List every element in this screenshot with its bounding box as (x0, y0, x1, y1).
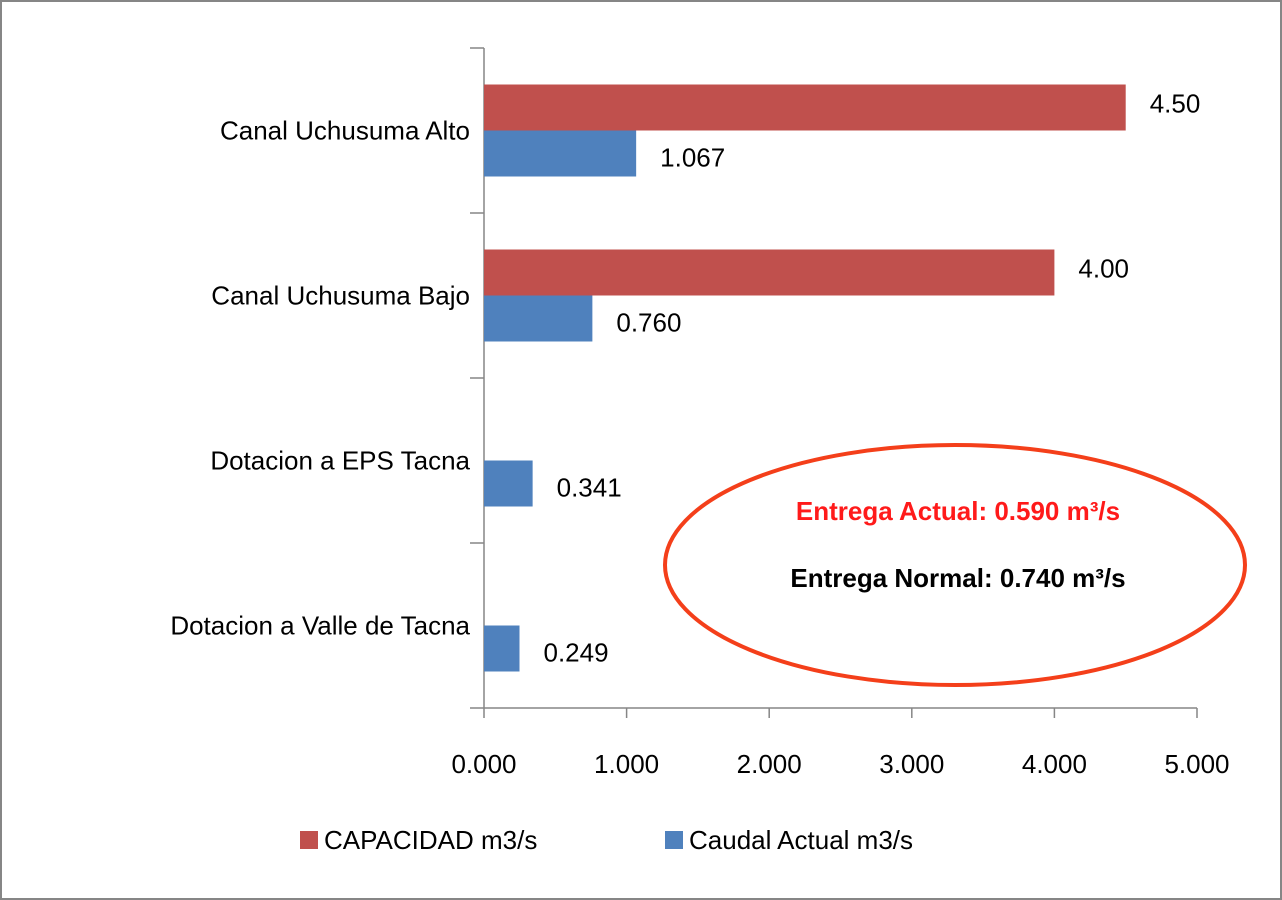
annotation: Entrega Normal: 0.740 m³/s (790, 563, 1125, 593)
bar (484, 295, 593, 342)
data-label: 0.760 (616, 307, 681, 337)
x-tick-label: 0.000 (451, 749, 516, 779)
data-label: 4.00 (1078, 253, 1129, 283)
x-tick-label: 5.000 (1164, 749, 1229, 779)
bar (484, 84, 1126, 131)
legend-label: Caudal Actual m3/s (689, 825, 913, 855)
x-tick-label: 1.000 (594, 749, 659, 779)
annotation-ellipse (663, 443, 1247, 687)
category-label: Dotacion a Valle de Tacna (170, 610, 470, 640)
data-label: 0.341 (557, 472, 622, 502)
x-tick-label: 3.000 (879, 749, 944, 779)
legend-swatch (665, 831, 683, 849)
legend-swatch (300, 831, 318, 849)
data-label: 1.067 (660, 142, 725, 172)
bar (484, 249, 1055, 296)
data-label: 0.249 (544, 637, 609, 667)
annotation: Entrega Actual: 0.590 m³/s (796, 496, 1120, 526)
data-label: 4.50 (1150, 88, 1201, 118)
legend-label: CAPACIDAD m3/s (324, 825, 537, 855)
category-label: Canal Uchusuma Bajo (211, 280, 470, 310)
bar (484, 460, 533, 507)
bar (484, 625, 520, 672)
category-label: Dotacion a EPS Tacna (210, 445, 470, 475)
category-label: Canal Uchusuma Alto (220, 115, 470, 145)
x-tick-label: 2.000 (737, 749, 802, 779)
bar (484, 130, 637, 177)
x-tick-label: 4.000 (1022, 749, 1087, 779)
